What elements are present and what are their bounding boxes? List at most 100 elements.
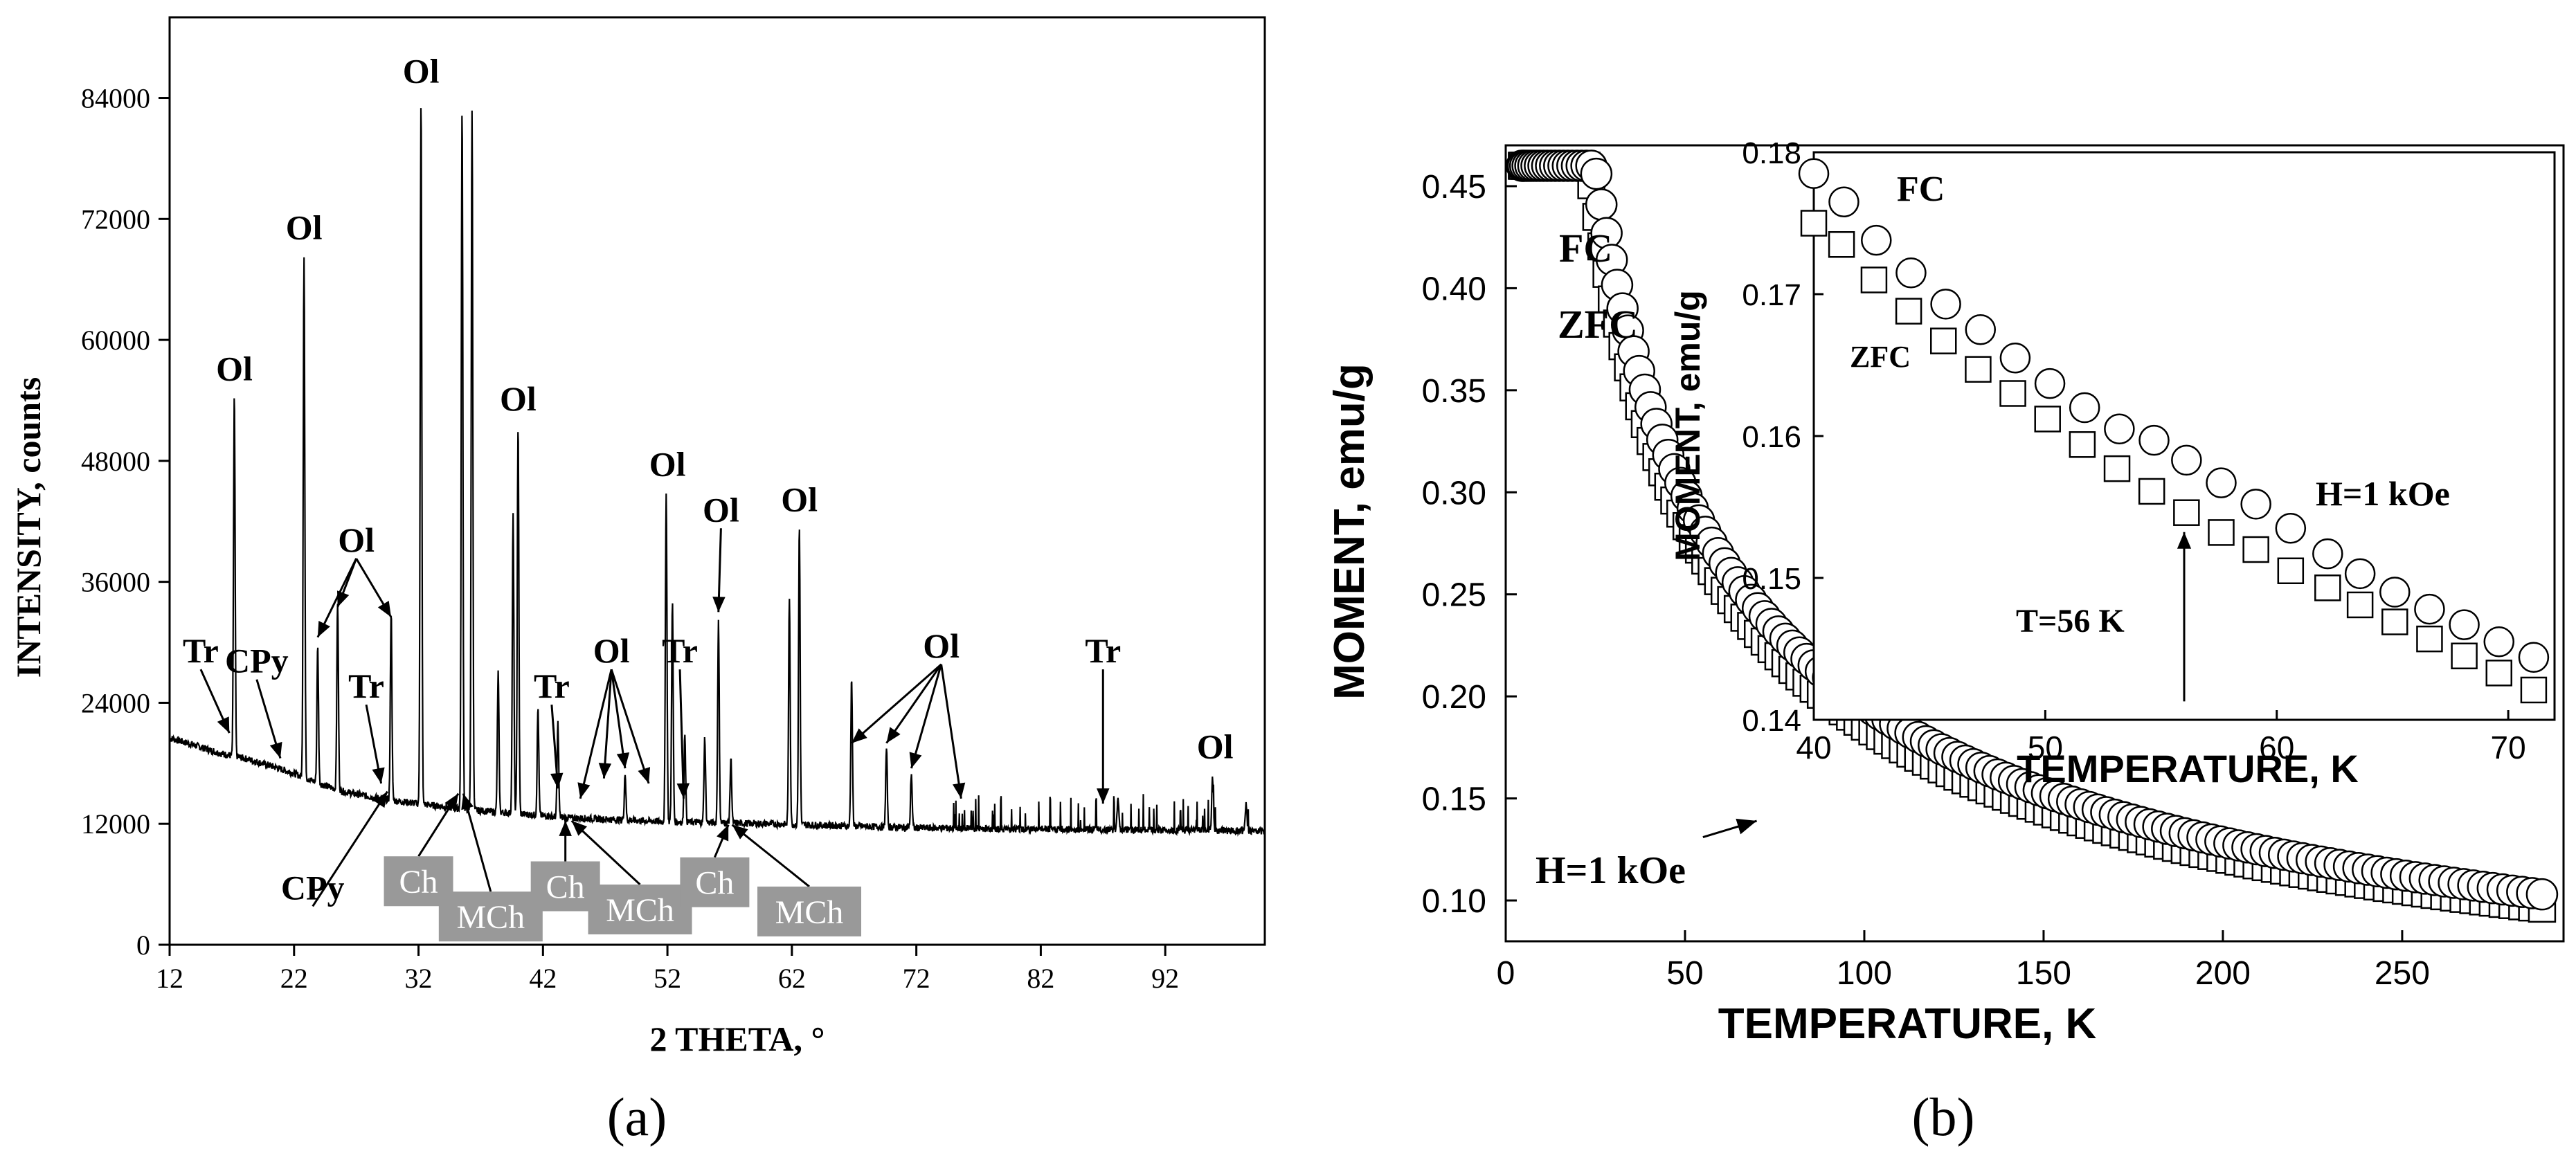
panel-b-y-tick-label: 0.15 [1422, 781, 1486, 818]
inset-zfc-point [1930, 327, 1957, 354]
panel-a-x-tick-label: 62 [778, 963, 806, 994]
panel-b-axes: 0 50 100 150 200 250 0.10 0.15 0.20 0.25 0.30 0.35 0… [1422, 144, 2565, 992]
panel-a-x-tick-label: 42 [529, 963, 557, 994]
panel-b-y-tick-label: 0.45 [1422, 169, 1486, 206]
inset-zfc-point [1800, 210, 1828, 237]
inset-zfc-point [2138, 478, 2165, 505]
inset-data [1798, 158, 2550, 704]
panel-b-fc-point [1585, 188, 1618, 221]
panel-b-x-tick-label: 200 [2195, 955, 2251, 992]
panel-a-label-arrow-shaft [910, 664, 943, 769]
panel-a-boxed-label-box [588, 885, 692, 935]
inset-y-tick-label: 0.18 [1742, 136, 1801, 170]
panel-a-label-arrow-head [317, 620, 330, 637]
panel-a-frame [168, 16, 1266, 946]
panel-a-phase-label: Tr [348, 667, 384, 705]
panel-a-phase-label: Ol [703, 490, 739, 529]
inset-zfc-point [2381, 608, 2408, 635]
panel-a-label-arrow-shaft [678, 669, 685, 799]
inset-y-tick-label: 0.16 [1742, 420, 1801, 454]
panel-a-boxed-label-box [757, 886, 862, 936]
panel-a-x-tick-label: 72 [903, 963, 930, 994]
inset-fc-point [1965, 314, 1996, 345]
inset-fc-point [2171, 444, 2202, 476]
inset-zfc-point [2103, 455, 2131, 482]
panel-a-y-tick-label: 84000 [81, 83, 150, 114]
panel-a-boxed-label: MCh [606, 892, 674, 929]
panel-a-diffraction-line [169, 108, 1266, 837]
panel-a-label-arrow-shaft [610, 669, 627, 769]
panel-a-label-arrow-head [577, 782, 591, 799]
panel-a-label-arrow-head [638, 767, 651, 783]
inset-fc-point [2275, 513, 2307, 544]
inset-fc-point [2312, 538, 2343, 570]
panel-a-label-arrow-head [550, 772, 564, 789]
inset-zfc-point [1965, 356, 1992, 383]
panel-a-label-arrow-head [377, 600, 391, 617]
panel-a-label-arrow-head [616, 752, 630, 769]
inset-zfc-point [2485, 660, 2512, 687]
panel-b-fc-point [2525, 878, 2559, 911]
inset-zfc-point [2208, 519, 2235, 546]
inset-legend-fc: FC [1897, 170, 1945, 209]
panel-a-boxed-label: Ch [399, 864, 438, 900]
panel-a-boxed-label-arrow-shaft [570, 819, 641, 886]
inset-y-tick-label: 0.17 [1742, 278, 1801, 312]
panel-a-phase-label: Tr [534, 667, 570, 705]
panel-a-phase-label: Ol [781, 480, 818, 519]
panel-b-x-tick-label: 100 [1837, 955, 1892, 992]
panel-a-boxed-label-arrow-head [559, 820, 572, 836]
panel-b-y-tick-label: 0.20 [1422, 679, 1486, 716]
panel-a-phase-label: Ol [216, 349, 253, 388]
panel-a-label-arrow-shaft [579, 669, 613, 799]
inset-fc-point [2414, 593, 2445, 625]
panel-b-x-tick-label: 50 [1666, 955, 1703, 992]
panel-a-boxed-label-arrow-head [717, 824, 729, 842]
panel-b-field-label: H=1 kOe [1535, 849, 1686, 892]
panel-a-label-arrow-head [373, 791, 388, 808]
panel-a-label-arrow-head [217, 716, 230, 734]
panel-a-label-arrow-head [1097, 788, 1110, 804]
inset-zfc-point [1895, 298, 1922, 325]
inset-zfc-point [2416, 625, 2443, 653]
panel-b-inset-chart: 40 50 60 70 0.14 0.15 0.16 0.17 0.18 FC ZFC H=1 … [1668, 136, 2556, 790]
inset-fc-point [1895, 257, 1927, 289]
panel-a-phase-label: Ol [500, 379, 537, 418]
panel-b-x-axis-label: TEMPERATURE, K [1718, 1000, 2097, 1048]
inset-zfc-point [2069, 431, 2096, 458]
inset-y-tick-label: 0.15 [1742, 562, 1801, 596]
panel-a-phase-label: Tr [183, 631, 219, 670]
panel-a-boxed-label-box [438, 891, 543, 942]
inset-fc-point [2483, 626, 2514, 658]
panel-b-y-tick-label: 0.35 [1422, 373, 1486, 410]
panel-b-y-axis-label: MOMENT, emu/g [1326, 363, 1373, 700]
panel-b-inset-pointer-arrow-head [1736, 818, 1757, 835]
panel-b-x-tick-label: 150 [2016, 955, 2071, 992]
inset-fc-point [2104, 413, 2135, 444]
panel-a-phase-label: CPy [225, 642, 289, 680]
panel-a-label-arrow-shaft [851, 663, 942, 744]
inset-zfc-point [2314, 574, 2341, 601]
panel-a-boxed-label-arrow-shaft [462, 793, 492, 892]
panel-a-label-arrow-shaft [312, 790, 388, 907]
inset-zfc-point [2277, 557, 2305, 584]
inset-zfc-point [1828, 231, 1855, 258]
inset-legend-zfc: ZFC [1850, 340, 1911, 374]
inset-zfc-point [2451, 642, 2478, 669]
inset-zfc-point [2520, 676, 2548, 704]
panel-a-phase-label: Tr [662, 631, 698, 670]
panel-a-label-arrow-shaft [940, 664, 962, 799]
inset-fc-point [2449, 609, 2480, 640]
panel-b-y-tick-label: 0.40 [1422, 271, 1486, 307]
panel-a-boxed-label-arrow-head [732, 824, 748, 840]
inset-y-axis-label: MOMENT, emu/g [1668, 290, 1707, 561]
panel-a-label-arrow-shaft [885, 664, 942, 744]
panel-a-data [169, 108, 1266, 837]
inset-x-tick-label: 50 [2028, 729, 2063, 765]
panel-a-y-tick-label: 12000 [81, 808, 150, 840]
inset-fc-point [2379, 577, 2411, 608]
panel-a-boxed-label: MCh [775, 894, 844, 931]
panel-b-y-tick-label: 0.10 [1422, 883, 1486, 920]
